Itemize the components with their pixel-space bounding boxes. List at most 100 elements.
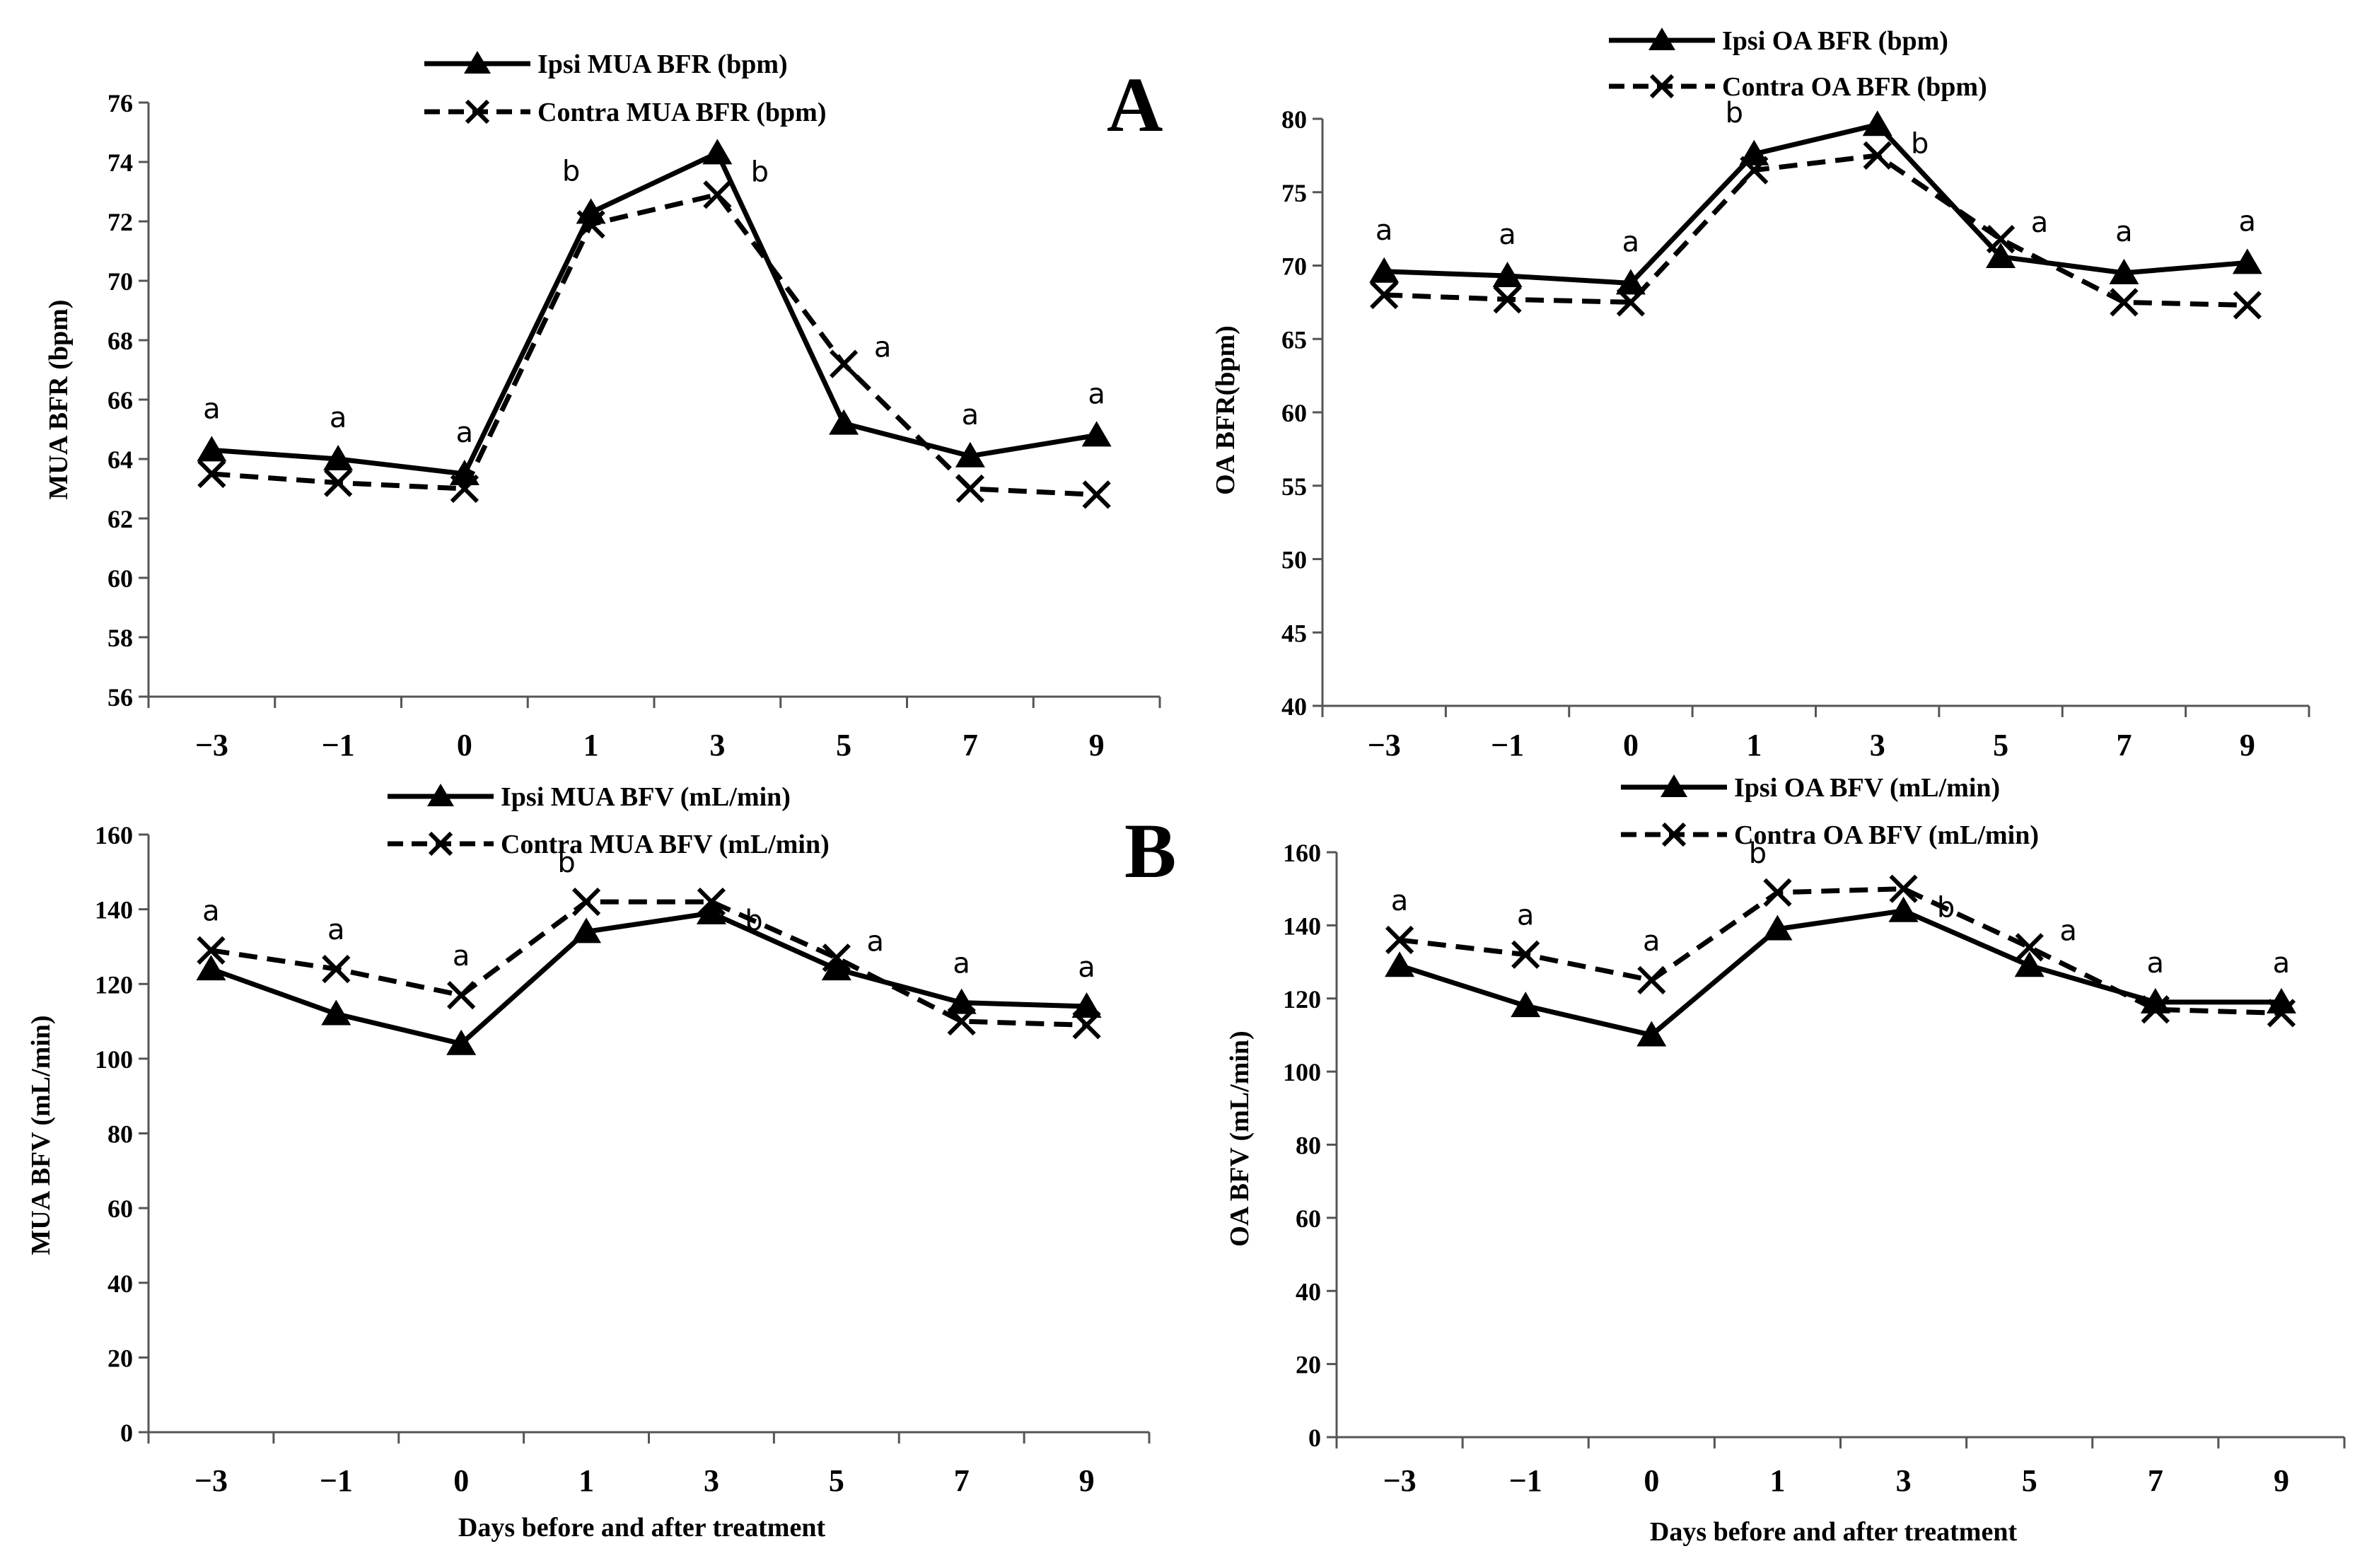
data-point-triangle <box>702 139 733 165</box>
legend-entry: Contra MUA BFR (bpm) <box>424 98 826 127</box>
data-point-x-stroke <box>1863 141 1892 170</box>
x-tick-label: 1 <box>1769 1463 1785 1498</box>
data-point-triangle <box>829 409 859 435</box>
legend-marker-x <box>1661 822 1687 847</box>
data-point-x <box>197 936 226 965</box>
x-tick-label: 5 <box>836 728 851 762</box>
legend-entry: Ipsi OA BFR (bpm) <box>1609 26 1948 56</box>
y-tick-label: 66 <box>107 386 133 414</box>
x-tick-label: 5 <box>1993 728 2008 762</box>
y-tick-label: 50 <box>1281 546 1307 574</box>
y-tick-label: 20 <box>107 1344 133 1372</box>
y-axis-title: MUA BFV (mL/min) <box>26 1015 56 1255</box>
significance-letter: a <box>867 925 885 958</box>
significance-letter: a <box>1622 226 1640 258</box>
significance-letter: a <box>2115 216 2133 248</box>
data-point-triangle <box>1511 992 1541 1018</box>
x-tick-label: 0 <box>453 1463 469 1498</box>
data-point-x-stroke <box>1082 480 1111 509</box>
significance-letter: a <box>453 940 470 972</box>
data-point-x <box>1986 225 2016 254</box>
data-point-x <box>1511 940 1540 969</box>
data-point-x-stroke <box>2233 291 2262 320</box>
data-point-x-stroke <box>450 474 479 504</box>
data-point-x <box>1082 480 1111 509</box>
data-point-triangle <box>696 898 726 924</box>
data-point-triangle <box>1636 1021 1667 1047</box>
data-point-x-stroke <box>955 474 984 504</box>
x-tick-label: 3 <box>709 728 725 762</box>
data-point-x-stroke <box>1072 1011 1101 1040</box>
legend-marker-triangle <box>1661 774 1687 797</box>
data-point-x-stroke <box>571 887 601 917</box>
x-axis-title: Days before and after treatment <box>1650 1517 2018 1547</box>
series-ipsi <box>1385 896 2296 1047</box>
legend-label: Ipsi MUA BFR (bpm) <box>537 50 788 79</box>
y-tick-label: 120 <box>1283 985 1321 1014</box>
data-point-x-stroke <box>947 1006 976 1036</box>
x-tick-label: 3 <box>704 1463 719 1498</box>
y-tick-label: 100 <box>95 1045 133 1074</box>
data-point-x <box>822 943 851 972</box>
x-tick-label: 5 <box>829 1463 844 1498</box>
significance-letter: a <box>1499 219 1516 251</box>
data-point-x-stroke <box>1740 156 1769 185</box>
y-tick-label: 60 <box>107 564 133 593</box>
legend-marker-triangle <box>464 51 491 74</box>
y-tick-label: 58 <box>107 624 133 652</box>
series-contra <box>1370 141 2262 320</box>
series-line <box>1384 153 2247 308</box>
y-tick-label: 65 <box>1281 325 1307 354</box>
x-tick-label: 9 <box>2240 728 2255 762</box>
y-tick-label: 60 <box>107 1195 133 1223</box>
x-tick-label: 0 <box>457 728 472 762</box>
data-point-triangle <box>197 436 227 462</box>
x-tick-label: 3 <box>1896 1463 1912 1498</box>
significance-letter: a <box>1088 378 1105 410</box>
legend-entry: Ipsi MUA BFV (mL/min) <box>388 782 791 812</box>
series-ipsi <box>196 898 1102 1055</box>
data-point-triangle <box>1888 896 1919 922</box>
y-axis-title: OA BFV (mL/min) <box>1225 1030 1255 1246</box>
data-point-triangle <box>196 955 226 981</box>
data-point-triangle <box>955 441 985 468</box>
data-point-x <box>947 1006 976 1036</box>
x-tick-label: 9 <box>1089 728 1105 762</box>
x-tick-label: 7 <box>954 1463 970 1498</box>
y-tick-label: 60 <box>1281 399 1307 427</box>
legend-entry: Contra OA BFV (mL/min) <box>1621 820 2039 850</box>
y-tick-label: 62 <box>107 505 133 533</box>
legend-label: Contra OA BFV (mL/min) <box>1734 820 2039 850</box>
series-line <box>1384 122 2248 286</box>
significance-letter: a <box>2059 914 2077 947</box>
x-tick-label: −3 <box>194 1463 228 1498</box>
x-tick-label: 3 <box>1870 728 1885 762</box>
data-point-x <box>1637 965 1666 995</box>
series-line <box>211 150 1098 477</box>
data-point-x-stroke <box>1637 965 1666 995</box>
y-tick-label: 76 <box>107 89 133 117</box>
data-point-x <box>697 887 726 917</box>
series-ipsi <box>197 139 1112 485</box>
data-point-x <box>450 474 479 504</box>
data-point-triangle <box>1615 269 1646 295</box>
data-point-x <box>571 887 601 917</box>
x-tick-label: −3 <box>195 728 228 762</box>
y-tick-label: 40 <box>107 1270 133 1298</box>
data-point-x-stroke <box>447 980 476 1010</box>
x-tick-label: −1 <box>322 728 355 762</box>
x-tick-label: 0 <box>1623 728 1639 762</box>
x-tick-label: 1 <box>1746 728 1762 762</box>
significance-letter: b <box>751 156 769 188</box>
significance-letter: a <box>2031 207 2049 239</box>
data-point-triangle <box>321 999 351 1026</box>
chart-mua-bfr: 56 58 60 62 64 66 68 70 72 74 76 −3 −1 0 1 3 5 7 9 MUA BFR … <box>44 50 1161 762</box>
data-point-triangle <box>2014 951 2045 977</box>
data-point-x-stroke <box>1986 225 2016 254</box>
data-point-x-stroke <box>197 936 226 965</box>
y-tick-label: 40 <box>1296 1277 1321 1306</box>
data-point-x <box>1889 874 1918 903</box>
y-tick-label: 80 <box>1296 1132 1321 1160</box>
data-point-x-stroke <box>322 955 351 984</box>
